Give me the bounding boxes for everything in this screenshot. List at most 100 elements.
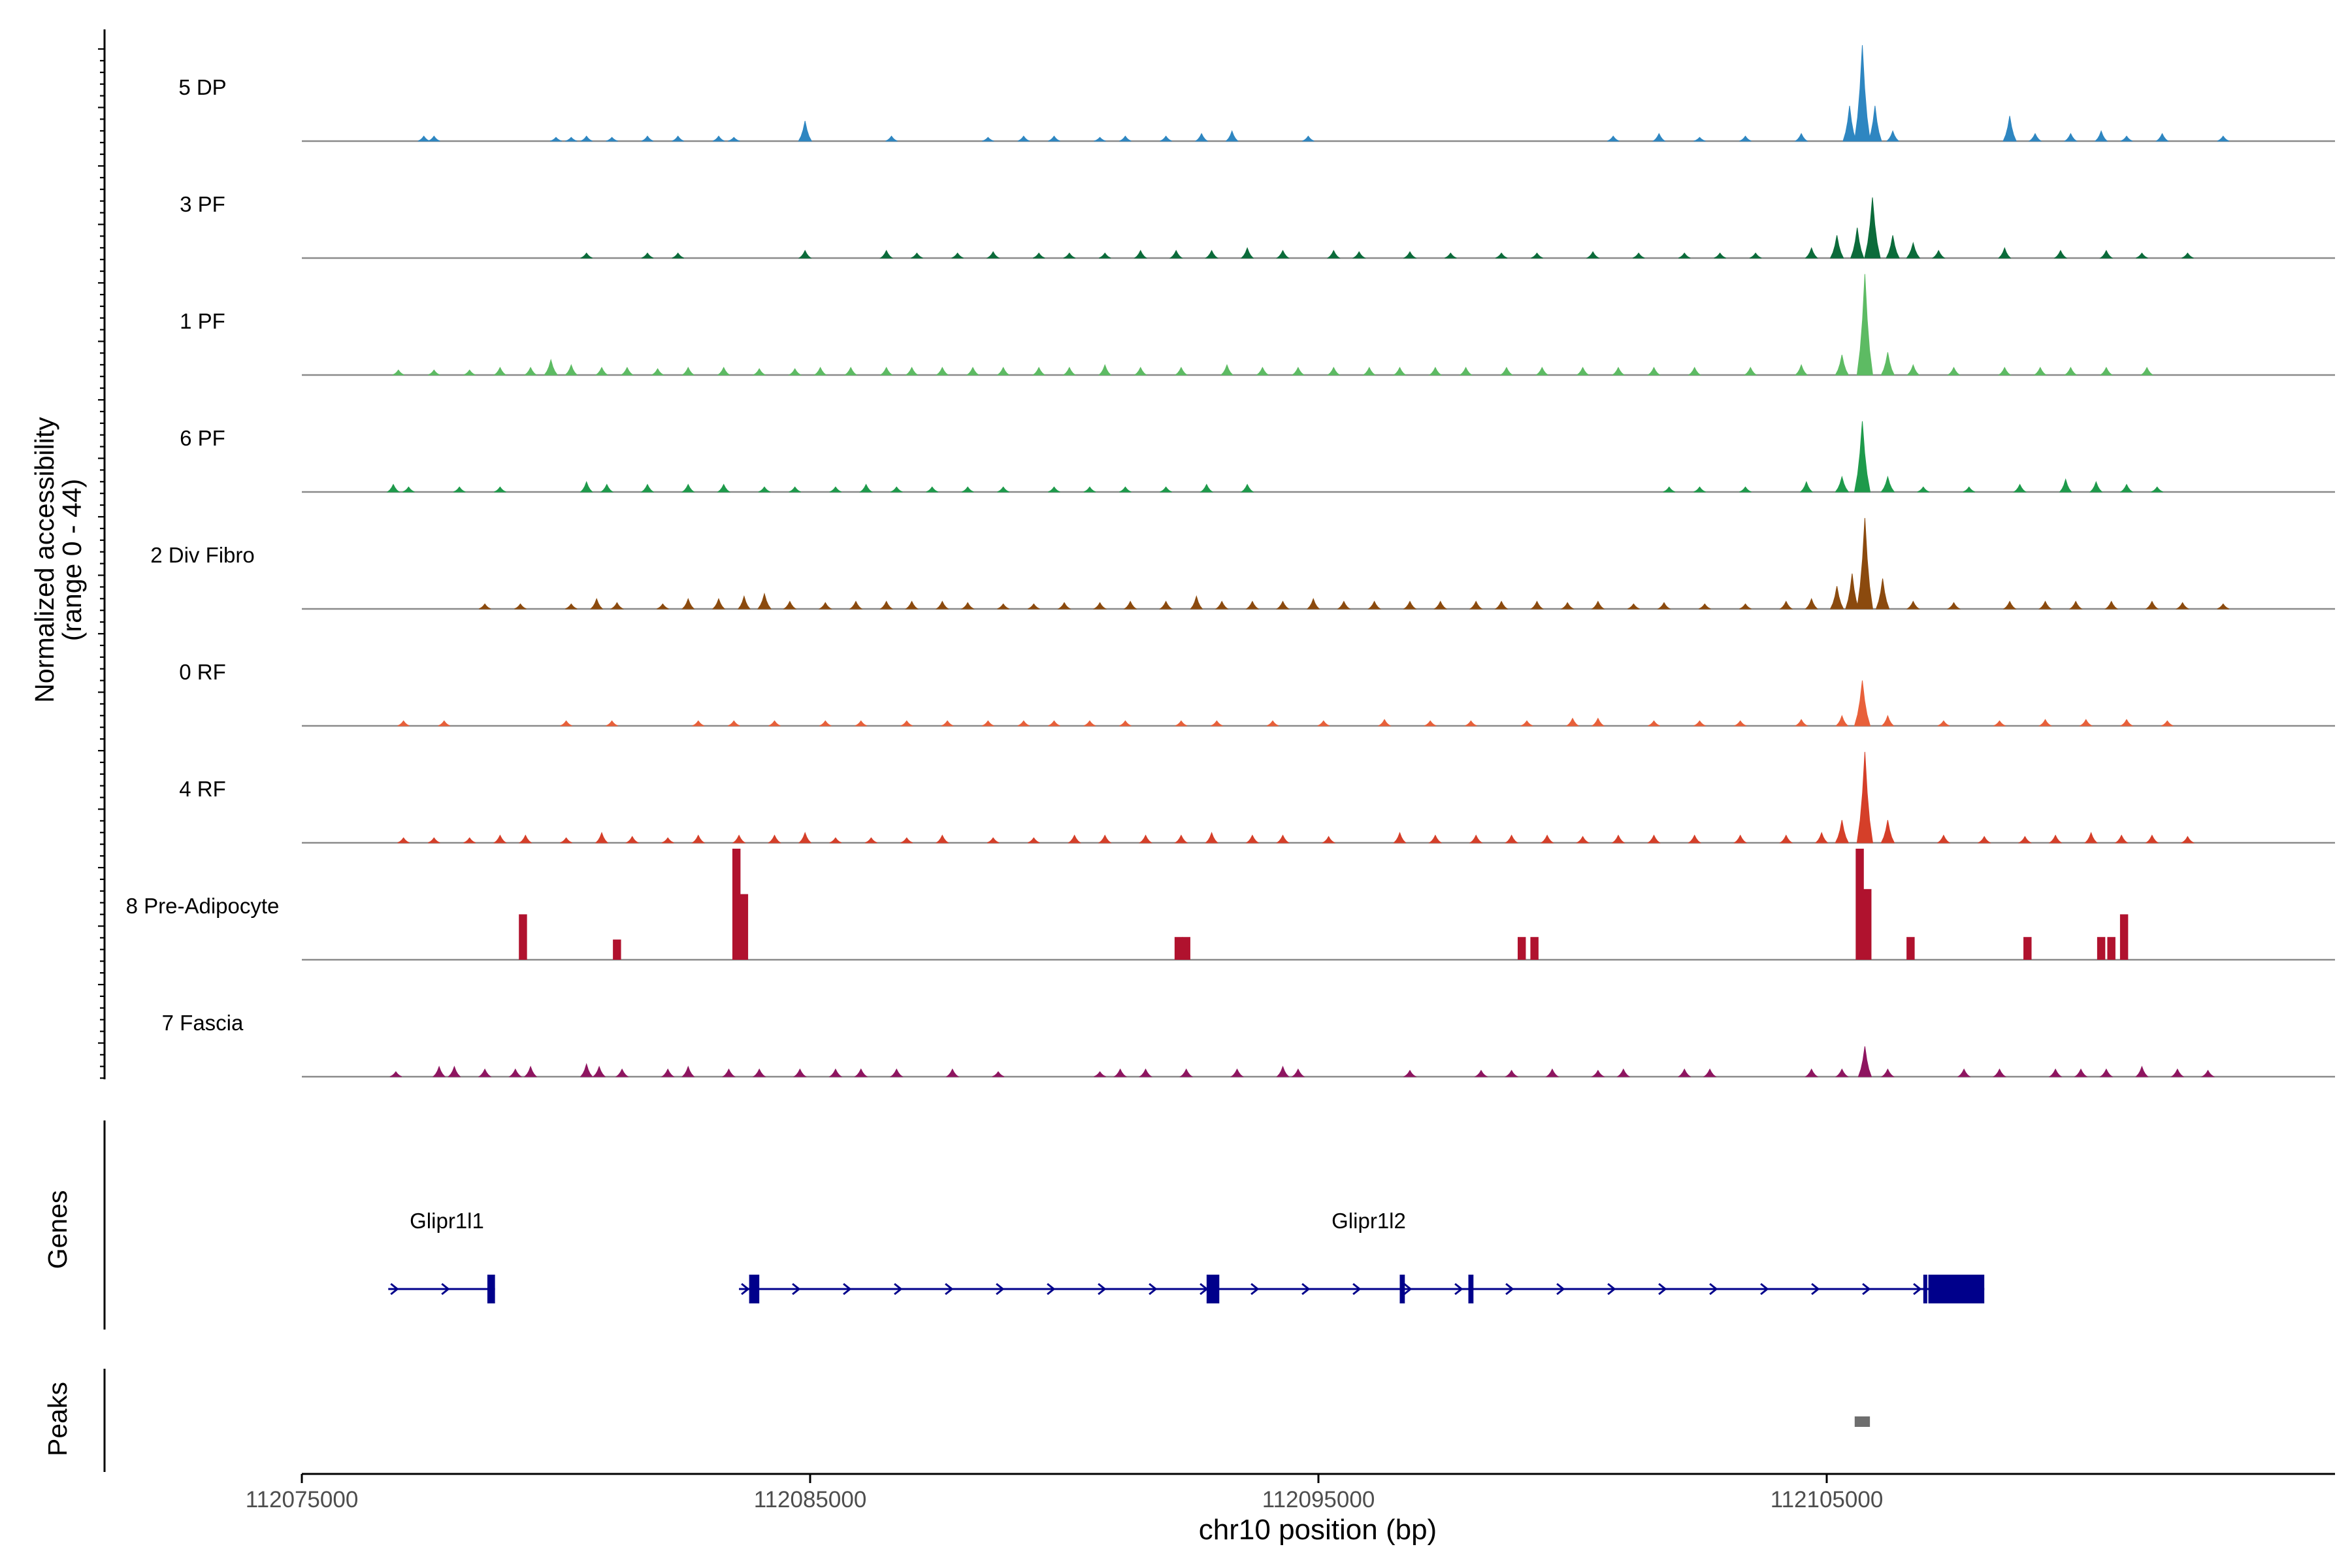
coverage-peak — [428, 837, 440, 843]
coverage-peak — [1169, 250, 1183, 259]
coverage-peak — [1352, 251, 1366, 259]
coverage-peak — [1714, 252, 1726, 259]
coverage-peak — [1474, 1070, 1488, 1077]
coverage-bar — [1855, 849, 1864, 960]
strand-arrow — [945, 1282, 954, 1296]
coverage-peak — [2099, 1068, 2114, 1077]
coverage-peak — [941, 720, 954, 727]
coverage-peak — [1317, 720, 1330, 727]
coverage-peak — [478, 1068, 492, 1077]
coverage-peak — [1688, 367, 1702, 376]
coverage-peak — [1805, 247, 1818, 259]
coverage-bar — [1182, 937, 1190, 960]
coverage-peak — [544, 358, 559, 376]
coverage-peak — [828, 1068, 843, 1077]
coverage-peak — [1499, 367, 1514, 376]
coverage-peak — [2181, 252, 2194, 259]
coverage-peak — [1160, 135, 1172, 142]
coverage-peak — [2155, 133, 2169, 142]
coverage-peak — [2059, 478, 2072, 493]
coverage-peak — [2175, 602, 2190, 610]
coverage-peak — [752, 368, 766, 376]
coverage-peak — [1794, 719, 1808, 727]
coverage-peak — [1845, 573, 1859, 610]
coverage-peak — [600, 483, 614, 493]
coverage-peak — [1494, 600, 1509, 610]
coverage-peak — [1134, 250, 1148, 259]
coverage-peak — [1997, 367, 2012, 376]
coverage-peak — [2170, 1068, 2185, 1077]
coverage-peak — [389, 1071, 402, 1077]
coverage-peak — [732, 834, 746, 843]
coverage-peak — [1591, 717, 1605, 727]
coverage-peak — [1868, 105, 1882, 142]
coverage-peak — [1856, 517, 1873, 610]
gene-model: Glipr1l1 — [388, 1209, 495, 1303]
coverage-peak — [1779, 600, 1793, 610]
coverage-peak — [1062, 367, 1077, 376]
coverage-peak — [1119, 486, 1132, 493]
coverage-peak — [1607, 135, 1620, 142]
coverage-peak — [855, 720, 868, 727]
coverage-peak — [1174, 367, 1188, 376]
coverage-peak — [1880, 820, 1895, 843]
coverage-peak — [1937, 720, 1950, 727]
coverage-peak — [560, 837, 572, 843]
coverage-track: 3 PF — [180, 192, 2335, 259]
coverage-peak — [1829, 235, 1844, 259]
coverage-peak — [1098, 364, 1112, 376]
coverage-peak — [1531, 252, 1543, 259]
coverage-peak — [945, 1068, 960, 1077]
coverage-peak — [661, 1068, 675, 1077]
coverage-peak — [1205, 832, 1218, 843]
coverage-peak — [997, 603, 1009, 610]
coverage-track: 5 DP — [178, 45, 2335, 142]
coverage-peak — [849, 600, 863, 610]
coverage-peak — [865, 837, 877, 843]
coverage-peak — [1749, 252, 1762, 259]
coverage-peak — [1367, 600, 1382, 610]
coverage-peak — [1245, 600, 1260, 610]
coverage-peak — [2063, 133, 2078, 142]
coverage-peak — [2145, 600, 2159, 610]
coverage-peak — [564, 364, 578, 376]
coverage-peak — [1083, 486, 1096, 493]
coverage-peak — [2068, 600, 2083, 610]
gene-exon — [1923, 1275, 1927, 1303]
strand-arrow — [894, 1282, 903, 1296]
x-tick-label: 112105000 — [1771, 1487, 1884, 1512]
coverage-peak — [1957, 1068, 1971, 1077]
coverage-peak — [1864, 197, 1881, 259]
coverage-peak — [1880, 352, 1895, 376]
coverage-peak — [2089, 481, 2103, 493]
coverage-peak — [1657, 602, 1671, 610]
x-tick-label: 112075000 — [246, 1487, 359, 1512]
coverage-peak — [1225, 130, 1239, 142]
coverage-peak — [2094, 130, 2108, 142]
coverage-peak — [996, 367, 1011, 376]
coverage-peak — [1835, 1068, 1849, 1077]
strand-arrow — [1913, 1282, 1922, 1296]
coverage-peak — [1850, 227, 1865, 259]
coverage-bar — [613, 939, 621, 960]
strand-arrow — [1047, 1282, 1056, 1296]
strand-arrow — [1301, 1282, 1311, 1296]
coverage-peak — [2017, 836, 2033, 843]
coverage-peak — [1205, 250, 1219, 259]
coverage-peak — [818, 602, 832, 610]
coverage-peak — [580, 135, 593, 142]
coverage-peak — [1917, 486, 1930, 493]
strand-arrow — [1250, 1282, 1260, 1296]
coverage-peak — [1017, 135, 1030, 142]
coverage-peak — [1652, 133, 1666, 142]
coverage-peak — [1734, 720, 1746, 727]
coverage-peak — [1179, 1068, 1194, 1077]
coverage-peak — [2038, 600, 2052, 610]
coverage-peak — [1094, 1071, 1106, 1077]
coverage-peak — [1829, 586, 1844, 610]
coverage-peak — [1032, 367, 1046, 376]
coverage-peak — [1326, 367, 1341, 376]
coverage-peak — [615, 1068, 629, 1077]
coverage-peak — [986, 251, 1000, 259]
